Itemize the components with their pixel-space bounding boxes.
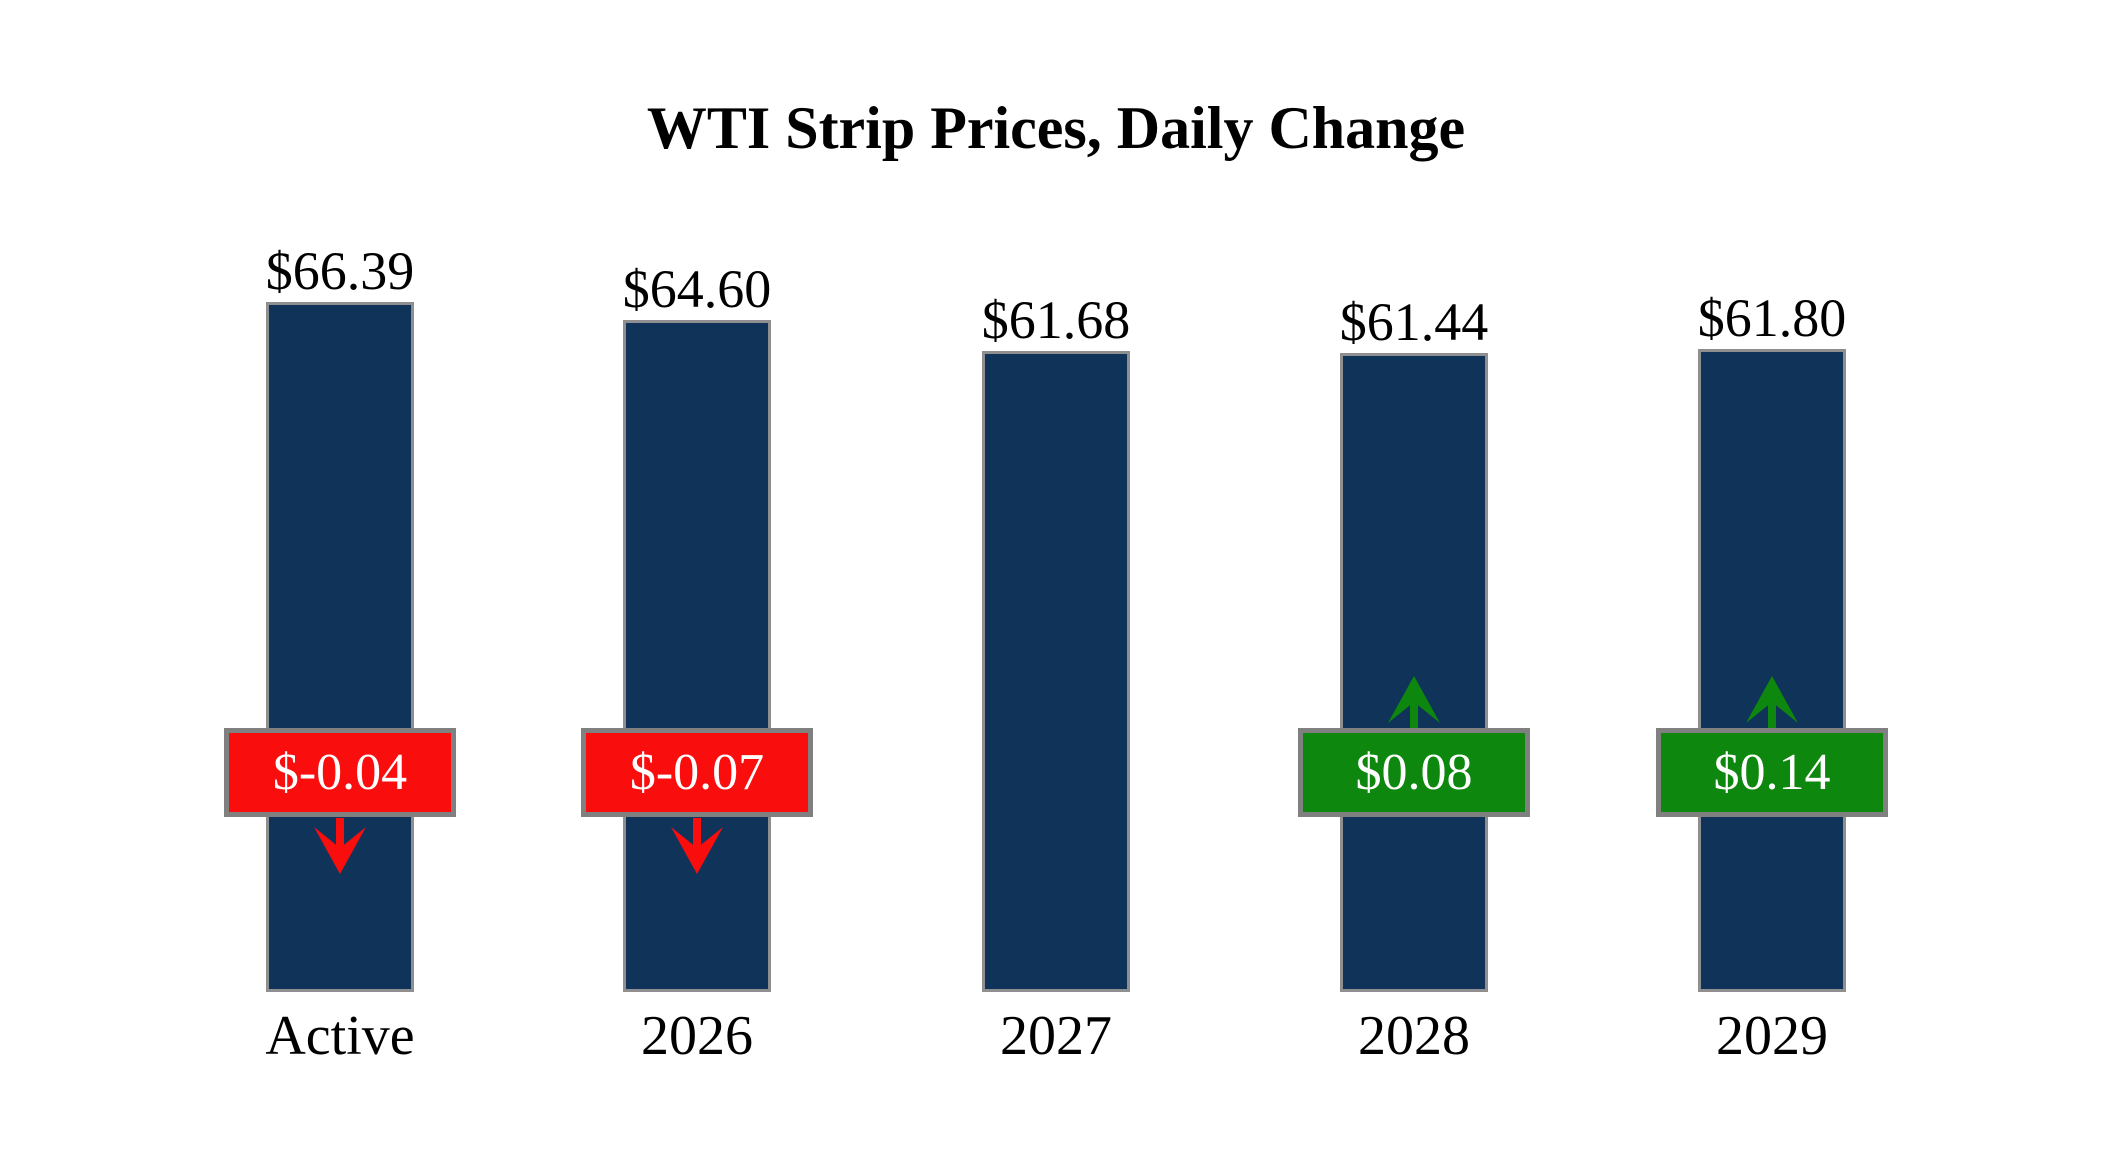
change-label: $-0.04 bbox=[272, 744, 408, 801]
change-box-2028: $0.08 bbox=[1298, 728, 1530, 817]
up-arrow-icon bbox=[1388, 676, 1440, 728]
down-arrow-icon bbox=[671, 818, 723, 874]
bar-active bbox=[266, 302, 414, 992]
value-label: $61.80 bbox=[1697, 288, 1847, 348]
bar-2026 bbox=[623, 320, 771, 992]
bar-2029 bbox=[1698, 349, 1846, 992]
change-box-2026: $-0.07 bbox=[581, 728, 813, 817]
value-label: $66.39 bbox=[265, 241, 415, 301]
x-label-2029: 2029 bbox=[1716, 1005, 1828, 1067]
x-label-active: Active bbox=[265, 1005, 415, 1067]
change-box-2029: $0.14 bbox=[1656, 728, 1888, 817]
change-label: $-0.07 bbox=[629, 744, 765, 801]
x-label-2026: 2026 bbox=[641, 1005, 753, 1067]
change-label: $0.08 bbox=[1355, 744, 1473, 801]
change-box-active: $-0.04 bbox=[224, 728, 456, 817]
x-label-2027: 2027 bbox=[1000, 1005, 1112, 1067]
bar-2027 bbox=[982, 351, 1130, 992]
value-label: $64.60 bbox=[622, 259, 772, 319]
bar-2028 bbox=[1340, 353, 1488, 992]
value-label: $61.68 bbox=[981, 290, 1131, 350]
value-label: $61.44 bbox=[1339, 292, 1489, 352]
down-arrow-icon bbox=[314, 818, 366, 874]
change-label: $0.14 bbox=[1713, 744, 1831, 801]
x-label-2028: 2028 bbox=[1358, 1005, 1470, 1067]
up-arrow-icon bbox=[1746, 676, 1798, 728]
chart-title: WTI Strip Prices, Daily Change bbox=[646, 95, 1466, 161]
